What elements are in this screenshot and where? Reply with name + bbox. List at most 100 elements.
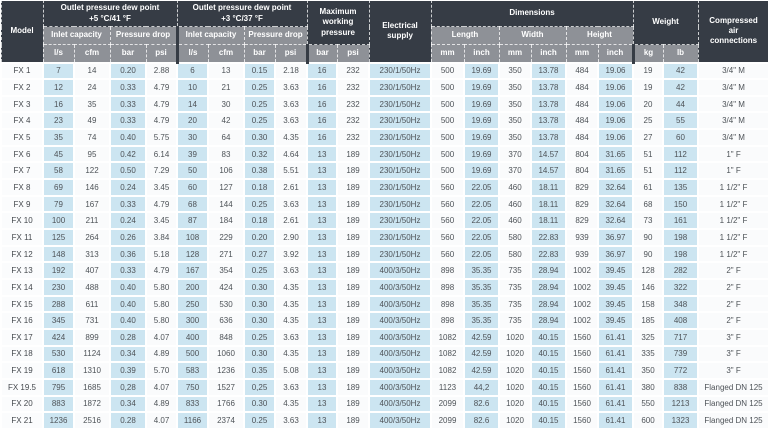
value-cell: 772 [661, 361, 700, 380]
value-cell: 400/3/50Hz [368, 344, 432, 364]
value-cell: 0.20 [109, 61, 147, 81]
value-cell: 530 [207, 294, 245, 314]
value-cell: 1 1/2" F [697, 211, 768, 231]
value-cell: 0.40 [109, 311, 147, 330]
value-cell: 18.11 [530, 178, 567, 197]
col-header-weight: Weight [632, 0, 699, 45]
unit-psi-3c: psi [274, 44, 308, 63]
value-cell: 560 [430, 228, 465, 247]
value-cell: 735 [498, 294, 532, 314]
value-cell: 42.59 [463, 361, 500, 380]
value-cell: 5.80 [145, 278, 178, 297]
value-cell: 232 [336, 78, 370, 97]
value-cell: 3.45 [145, 178, 178, 197]
value-cell: 146 [632, 278, 664, 297]
value-cell: 19.69 [463, 61, 500, 81]
value-cell: 0.39 [109, 361, 147, 380]
value-cell: Flanged DN 125 [697, 377, 768, 397]
col-header-width: Width [498, 26, 567, 45]
model-cell: FX 16 [0, 311, 44, 330]
value-cell: 4.35 [274, 294, 308, 314]
col-header-pressure-drop-3c: Pressure drop [243, 26, 308, 45]
value-cell: 61.41 [597, 377, 634, 397]
value-cell: 0.18 [243, 178, 276, 197]
value-cell: 3.63 [274, 328, 308, 347]
value-cell: 19.69 [463, 78, 500, 97]
value-cell: 4.79 [145, 94, 178, 114]
value-cell: 898 [430, 294, 465, 314]
value-cell: 898 [430, 278, 465, 297]
value-cell: 350 [498, 61, 532, 81]
value-cell: 13 [306, 278, 338, 297]
value-cell: 14.57 [530, 161, 567, 181]
value-cell: 0.25 [243, 261, 276, 281]
value-cell: 40.15 [530, 344, 567, 364]
value-cell: 150 [661, 194, 700, 214]
value-cell: 2.61 [274, 211, 308, 231]
value-cell: 1685 [73, 377, 111, 397]
value-cell: 0.26 [109, 228, 147, 247]
value-cell: 40.15 [530, 328, 567, 347]
col-header-height: Height [565, 26, 634, 45]
col-header-inlet-capacity-3c: Inlet capacity [175, 26, 245, 45]
value-cell: 230/1/50Hz [368, 78, 432, 97]
col-header-length: Length [430, 26, 500, 45]
table-row: FX 12 148 313 0.36 5.18 128 271 0.27 3.92 13 189 23… [0, 244, 768, 264]
value-cell: 0.30 [243, 394, 276, 414]
value-cell: 0.24 [109, 178, 147, 197]
value-cell: 44 [661, 94, 700, 114]
unit-mm-height: mm [565, 44, 599, 63]
unit-psi-mwp: psi [336, 44, 370, 63]
value-cell: 1020 [498, 328, 532, 347]
value-cell: 4.35 [274, 278, 308, 297]
value-cell: 2" F [697, 294, 768, 314]
value-cell: 2.61 [274, 178, 308, 197]
value-cell: 1560 [565, 411, 599, 430]
value-cell: 4.07 [145, 411, 178, 430]
value-cell: 0.33 [109, 194, 147, 214]
value-cell: 19.69 [463, 144, 500, 164]
value-cell: 13 [306, 194, 338, 214]
value-cell: 0.40 [109, 128, 147, 147]
value-cell: 36.97 [597, 244, 634, 264]
value-cell: 24 [73, 78, 111, 97]
value-cell: 4.35 [274, 311, 308, 330]
value-cell: 264 [73, 228, 111, 247]
value-cell: 400/3/50Hz [368, 328, 432, 347]
value-cell: 60 [661, 128, 700, 147]
value-cell: 14.57 [530, 144, 567, 164]
header-row-subgroups: Inlet capacity Pressure drop Inlet capac… [1, 26, 768, 45]
col-header-electrical-supply: Electrical supply [368, 0, 432, 63]
unit-bar-3c: bar [243, 44, 276, 63]
value-cell: 1020 [498, 361, 532, 380]
value-cell: 13 [306, 261, 338, 281]
value-cell: 1123 [430, 377, 465, 397]
value-cell: 4.35 [274, 344, 308, 364]
model-cell: FX 19.5 [0, 377, 44, 397]
value-cell: 250 [176, 294, 209, 314]
value-cell: 1002 [565, 261, 599, 281]
value-cell: 112 [661, 144, 700, 164]
value-cell: 21 [207, 78, 245, 97]
value-cell: 22.83 [530, 228, 567, 247]
value-cell: 583 [176, 361, 209, 380]
model-cell: FX 5 [0, 128, 44, 147]
value-cell: 2.88 [145, 61, 178, 81]
value-cell: 3.63 [274, 377, 308, 397]
value-cell: 0.35 [243, 361, 276, 380]
value-cell: 19.69 [463, 161, 500, 181]
table-body: FX 1 7 14 0.20 2.88 6 13 0.15 2.18 16 232 230/1/50H… [0, 61, 768, 430]
value-cell: 19.69 [463, 128, 500, 147]
value-cell: 13 [306, 394, 338, 414]
value-cell: 484 [565, 78, 599, 97]
value-cell: 189 [336, 294, 370, 314]
value-cell: 400/3/50Hz [368, 278, 432, 297]
value-cell: 500 [430, 128, 465, 147]
value-cell: 1060 [207, 344, 245, 364]
value-cell: 22.83 [530, 244, 567, 264]
value-cell: 1002 [565, 294, 599, 314]
value-cell: 300 [176, 311, 209, 330]
value-cell: 35.35 [463, 294, 500, 314]
value-cell: 39.45 [597, 261, 634, 281]
value-cell: 424 [207, 278, 245, 297]
